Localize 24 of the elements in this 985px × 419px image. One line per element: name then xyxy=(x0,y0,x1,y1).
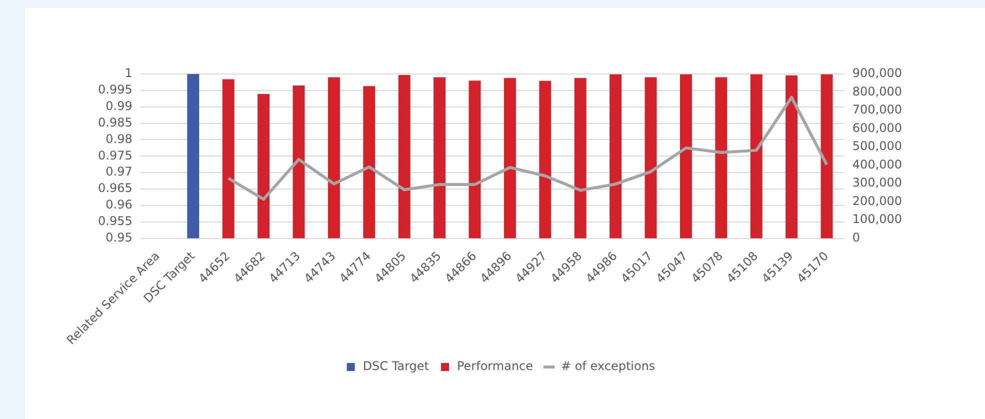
y-tick-label: 0.995 xyxy=(98,82,132,97)
y-tick-label: 0.97 xyxy=(106,164,132,179)
y2-tick-label: 700,000 xyxy=(852,102,902,117)
y2-tick-label: 800,000 xyxy=(852,84,902,98)
y-tick-label: 0.975 xyxy=(98,148,132,162)
y2-tick-label: 500,000 xyxy=(852,139,902,154)
y-tick-label: 0.965 xyxy=(98,181,132,196)
y2-tick-label: 600,000 xyxy=(852,120,902,135)
legend-label: # of exceptions xyxy=(561,359,656,374)
y2-tick-label: 400,000 xyxy=(852,157,902,172)
y-tick-label: 0.99 xyxy=(106,98,132,113)
legend-label: Performance xyxy=(456,359,534,374)
y-tick-label: 0.96 xyxy=(106,198,132,212)
y-tick-label: 0.95 xyxy=(106,230,132,244)
y2-tick-label: 100,000 xyxy=(852,212,902,226)
y-tick-label: 0.985 xyxy=(98,115,132,130)
y-tick-label: 1 xyxy=(124,66,132,80)
y-tick-label: 0.955 xyxy=(98,214,132,228)
y2-tick-label: 900,000 xyxy=(852,66,902,80)
y2-tick-label: 200,000 xyxy=(852,194,902,208)
y2-tick-label: 300,000 xyxy=(852,176,902,190)
y-tick-label: 0.98 xyxy=(106,132,132,146)
legend-label: DSC Target xyxy=(362,359,430,374)
y2-tick-label: 0 xyxy=(852,230,860,244)
